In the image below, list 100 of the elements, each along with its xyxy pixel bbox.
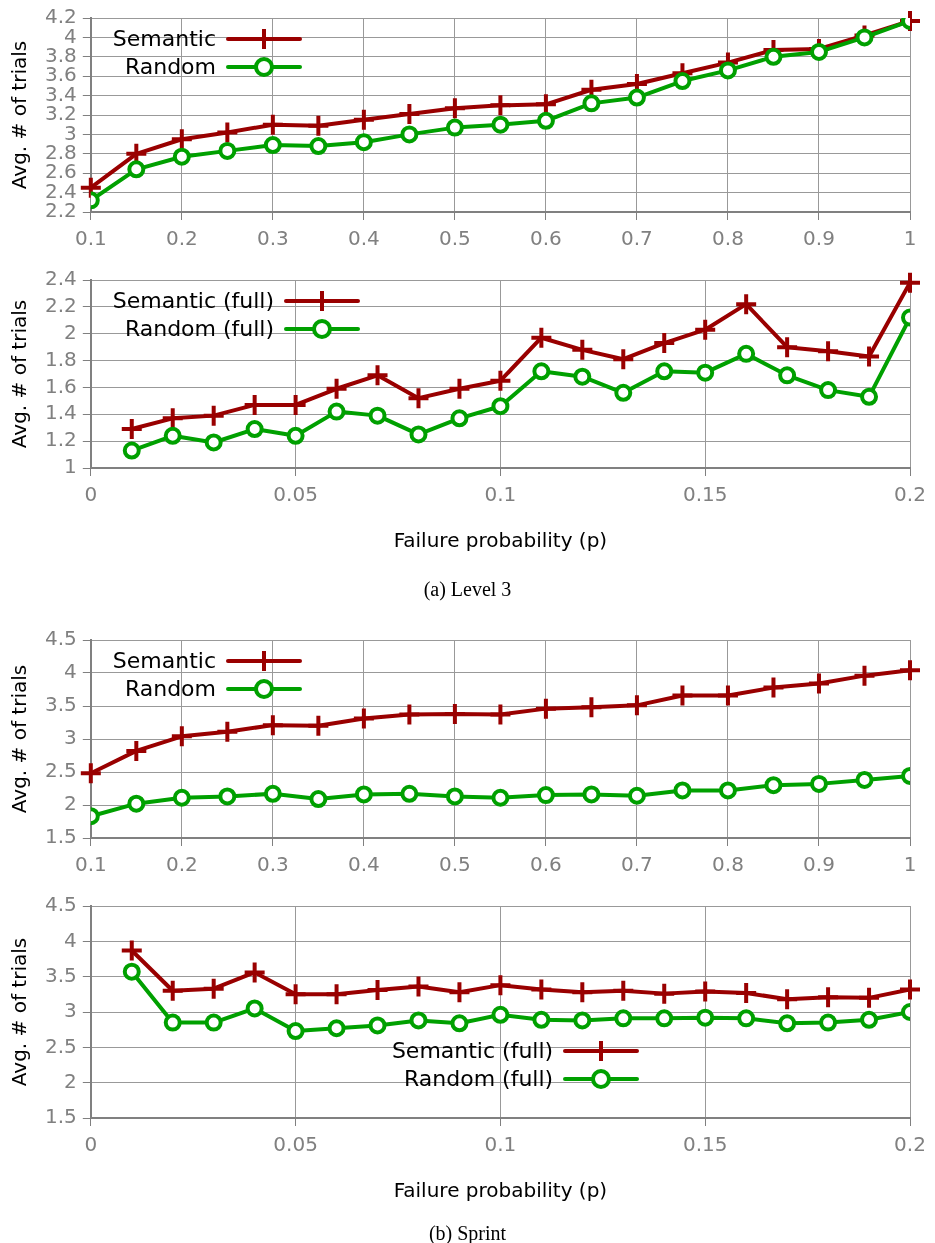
point <box>490 975 511 996</box>
point <box>581 697 602 718</box>
point <box>696 1008 715 1027</box>
point <box>353 708 374 729</box>
point <box>326 984 347 1005</box>
point <box>764 776 783 795</box>
point <box>491 397 510 416</box>
point <box>695 981 716 1002</box>
point <box>654 983 675 1004</box>
x-tick-label: 0.2 <box>165 852 198 877</box>
x-tick-label: 1 <box>903 226 917 251</box>
point <box>764 47 783 66</box>
point <box>327 1019 346 1038</box>
legend-label: Semantic <box>112 26 216 52</box>
legend-label: Semantic <box>112 648 216 674</box>
y-tick-label: 2 <box>64 791 77 816</box>
y-tick-label: 4.5 <box>44 892 77 917</box>
point <box>536 111 555 130</box>
point <box>626 695 647 716</box>
point <box>367 365 388 386</box>
y-tick-label: 1.2 <box>44 427 77 452</box>
point <box>572 982 593 1003</box>
point <box>400 784 419 803</box>
point <box>449 982 470 1003</box>
point <box>354 133 373 152</box>
y-tick-label: 2.4 <box>44 266 77 291</box>
point <box>450 409 469 428</box>
point <box>122 962 141 981</box>
point <box>445 118 464 137</box>
point <box>536 786 555 805</box>
point <box>171 129 192 150</box>
point <box>655 1009 674 1028</box>
point <box>263 136 282 155</box>
legend-label: Semantic (full) <box>112 288 275 314</box>
point <box>900 660 920 681</box>
point <box>163 1013 182 1032</box>
point <box>673 781 692 800</box>
point <box>655 362 674 381</box>
point <box>262 715 283 736</box>
point <box>696 363 715 382</box>
point <box>408 976 429 997</box>
x-tick-label: 0.8 <box>712 226 744 251</box>
y-tick-label: 4 <box>64 659 77 684</box>
point <box>409 425 428 444</box>
point <box>490 704 511 725</box>
x-tick-label: 0.8 <box>712 852 744 877</box>
y-tick-label: 4 <box>64 927 77 952</box>
point <box>354 785 373 804</box>
x-tick-label: 0.1 <box>484 1132 517 1157</box>
point <box>121 419 142 440</box>
x-tick-label: 0.5 <box>438 852 471 877</box>
point <box>122 441 141 460</box>
point <box>855 770 874 789</box>
point <box>859 346 880 367</box>
point <box>718 61 737 80</box>
x-tick-label: 0.7 <box>621 226 653 251</box>
point <box>326 378 347 399</box>
point <box>121 940 142 961</box>
text: (a) Level 3 <box>422 578 513 601</box>
y-tick-label: 1.5 <box>44 1104 77 1129</box>
point <box>217 122 238 143</box>
point <box>573 1011 592 1030</box>
x-tick-label: 0.9 <box>803 852 835 877</box>
x-tick-label: 0.6 <box>530 226 562 251</box>
point <box>444 98 465 119</box>
point <box>627 786 646 805</box>
point <box>737 344 756 363</box>
point <box>368 406 387 425</box>
y-axis-title: Avg. # of trials <box>7 299 32 449</box>
point <box>286 426 305 445</box>
point <box>309 137 328 156</box>
y-axis-title: Avg. # of trials <box>7 937 32 1087</box>
point <box>582 94 601 113</box>
point <box>450 1014 469 1033</box>
point <box>531 979 552 1000</box>
x-tick-label: 0.7 <box>621 852 653 877</box>
point <box>217 721 238 742</box>
point <box>777 337 798 358</box>
point <box>582 785 601 804</box>
point <box>244 962 265 983</box>
point <box>859 987 880 1008</box>
point <box>245 420 264 439</box>
point <box>672 685 693 706</box>
legend-label: Random <box>123 676 216 702</box>
point <box>491 115 510 134</box>
point <box>778 366 797 385</box>
x-tick-label: 0.4 <box>347 226 380 251</box>
y-tick-label: 2.5 <box>44 1033 77 1058</box>
y-tick-label: 4.5 <box>44 626 77 651</box>
point <box>126 740 147 761</box>
point <box>531 327 552 348</box>
point <box>444 703 465 724</box>
point <box>737 1009 756 1028</box>
legend-label: Semantic (full) <box>391 1038 554 1064</box>
point <box>204 1013 223 1032</box>
point <box>490 370 511 391</box>
point <box>172 788 191 807</box>
point <box>809 774 828 793</box>
point <box>900 979 920 1000</box>
point <box>172 147 191 166</box>
